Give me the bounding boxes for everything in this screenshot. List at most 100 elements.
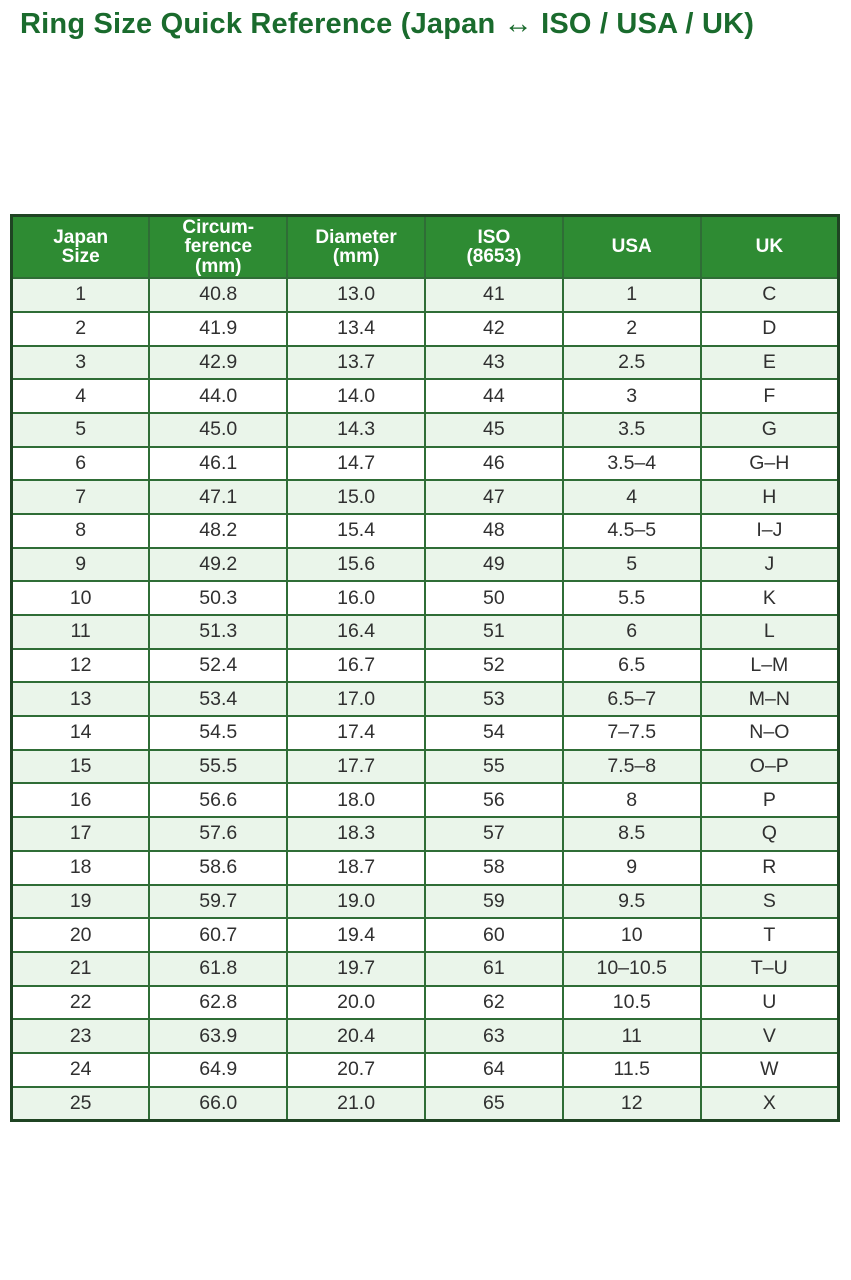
column-header-usa: USA xyxy=(561,214,702,280)
table-cell: W xyxy=(699,1051,840,1088)
table-cell: 14.7 xyxy=(286,445,426,482)
table-row: 4 44.0 14.0 44 3 F xyxy=(10,378,840,414)
table-cell: 19.0 xyxy=(286,883,426,920)
table-cell: 45 xyxy=(423,411,564,448)
table-cell: K xyxy=(699,580,840,616)
table-cell: 40.8 xyxy=(148,277,289,313)
table-cell: 57 xyxy=(423,816,564,852)
table-cell: 15 xyxy=(10,748,151,785)
table-cell: 53.4 xyxy=(148,681,289,718)
table-cell: 48.2 xyxy=(148,512,289,549)
table-cell: 54.5 xyxy=(148,715,289,751)
table-cell: 51.3 xyxy=(148,614,289,650)
table-cell: R xyxy=(699,849,840,886)
table-cell: 47.1 xyxy=(148,479,289,515)
table-cell: 6.5–7 xyxy=(561,681,702,718)
table-cell: H xyxy=(699,479,840,515)
table-cell: 10–10.5 xyxy=(561,950,702,987)
table-cell: 42 xyxy=(423,310,564,347)
table-cell: 46.1 xyxy=(148,445,289,482)
table-cell: 16 xyxy=(10,782,151,819)
table-cell: 23 xyxy=(10,1018,151,1054)
column-header-iso: ISO (8653) xyxy=(423,214,564,280)
table-cell: 12 xyxy=(10,647,151,684)
table-cell: 14.0 xyxy=(286,378,426,414)
table-row: 12 52.4 16.7 52 6.5 L–M xyxy=(10,647,840,684)
table-cell: 64 xyxy=(423,1051,564,1088)
table-cell: Q xyxy=(699,816,840,852)
table-cell: 13.4 xyxy=(286,310,426,347)
table-cell: 60.7 xyxy=(148,917,289,953)
table-cell: T xyxy=(699,917,840,953)
table-cell: 49 xyxy=(423,546,564,583)
table-cell: 9.5 xyxy=(561,883,702,920)
table-cell: 10 xyxy=(10,580,151,616)
table-cell: G xyxy=(699,411,840,448)
table-cell: P xyxy=(699,782,840,819)
table-cell: 56.6 xyxy=(148,782,289,819)
table-cell: 16.7 xyxy=(286,647,426,684)
table-cell: 15.4 xyxy=(286,512,426,549)
table-cell: 62.8 xyxy=(148,984,289,1021)
table-cell: 51 xyxy=(423,614,564,650)
table-cell: 20.4 xyxy=(286,1018,426,1054)
table-cell: 66.0 xyxy=(148,1085,289,1122)
table-cell: 50 xyxy=(423,580,564,616)
table-row: 20 60.7 19.4 60 10 T xyxy=(10,917,840,953)
table-cell: 2 xyxy=(10,310,151,347)
table-cell: 9 xyxy=(10,546,151,583)
table-cell: 3 xyxy=(561,378,702,414)
table-cell: 12 xyxy=(561,1085,702,1122)
table-cell: 15.6 xyxy=(286,546,426,583)
table-cell: E xyxy=(699,344,840,381)
table-cell: 15.0 xyxy=(286,479,426,515)
table-row: 7 47.1 15.0 47 4 H xyxy=(10,479,840,515)
table-cell: 2.5 xyxy=(561,344,702,381)
table-cell: 3.5 xyxy=(561,411,702,448)
table-cell: N–O xyxy=(699,715,840,751)
table-cell: 11 xyxy=(10,614,151,650)
table-cell: 44.0 xyxy=(148,378,289,414)
table-cell: 4 xyxy=(561,479,702,515)
table-row: 15 55.5 17.7 55 7.5–8 O–P xyxy=(10,748,840,785)
table-row: 22 62.8 20.0 62 10.5 U xyxy=(10,984,840,1021)
table-cell: 16.4 xyxy=(286,614,426,650)
table-cell: 46 xyxy=(423,445,564,482)
table-cell: 59 xyxy=(423,883,564,920)
table-cell: 18.0 xyxy=(286,782,426,819)
column-header-diameter: Diameter (mm) xyxy=(286,214,426,280)
table-cell: 20.0 xyxy=(286,984,426,1021)
table-row: 3 42.9 13.7 43 2.5 E xyxy=(10,344,840,381)
table-cell: 48 xyxy=(423,512,564,549)
table-cell: I–J xyxy=(699,512,840,549)
table-cell: 41 xyxy=(423,277,564,313)
table-row: 18 58.6 18.7 58 9 R xyxy=(10,849,840,886)
table-cell: 55 xyxy=(423,748,564,785)
table-cell: 49.2 xyxy=(148,546,289,583)
table-cell: L–M xyxy=(699,647,840,684)
table-cell: V xyxy=(699,1018,840,1054)
table-cell: 24 xyxy=(10,1051,151,1088)
ring-size-table: Japan Size Circum- ference (mm) Diameter… xyxy=(10,214,840,1122)
table-cell: 42.9 xyxy=(148,344,289,381)
table-cell: 10.5 xyxy=(561,984,702,1021)
table-cell: 62 xyxy=(423,984,564,1021)
table-cell: 58.6 xyxy=(148,849,289,886)
table-cell: 43 xyxy=(423,344,564,381)
table-cell: 5 xyxy=(561,546,702,583)
table-cell: 13.0 xyxy=(286,277,426,313)
table-cell: 11 xyxy=(561,1018,702,1054)
table-cell: 17.0 xyxy=(286,681,426,718)
table-cell: 50.3 xyxy=(148,580,289,616)
table-row: 16 56.6 18.0 56 8 P xyxy=(10,782,840,819)
table-cell: M–N xyxy=(699,681,840,718)
table-row: 14 54.5 17.4 54 7–7.5 N–O xyxy=(10,715,840,751)
table-cell: 3 xyxy=(10,344,151,381)
table-cell: 54 xyxy=(423,715,564,751)
table-cell: 14.3 xyxy=(286,411,426,448)
table-row: 11 51.3 16.4 51 6 L xyxy=(10,614,840,650)
table-cell: 22 xyxy=(10,984,151,1021)
table-row: 10 50.3 16.0 50 5.5 K xyxy=(10,580,840,616)
table-row: 5 45.0 14.3 45 3.5 G xyxy=(10,411,840,448)
